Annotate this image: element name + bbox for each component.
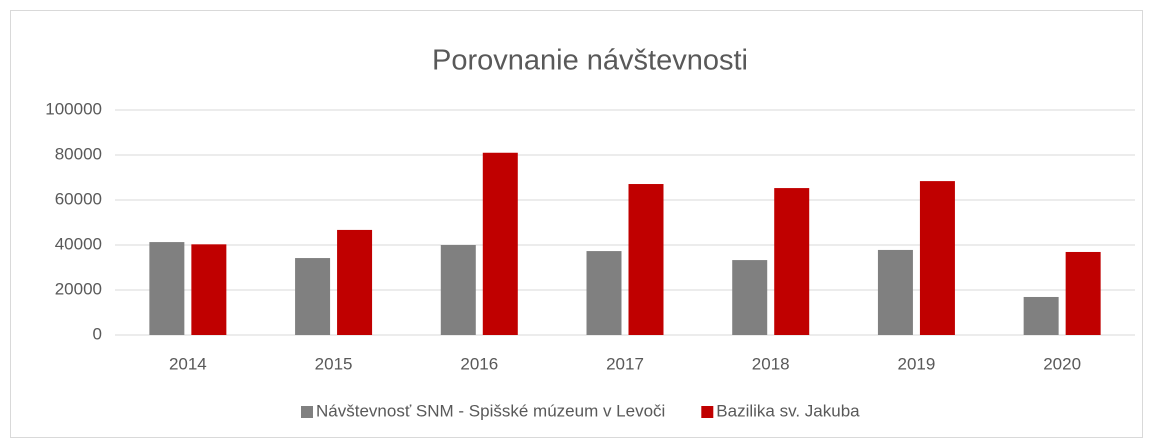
bar [919,181,955,335]
y-tick-label: 80000 [55,144,102,163]
legend-swatch [701,406,714,418]
x-tick-label: 2017 [606,354,644,373]
bar [732,260,768,335]
legend-swatch [301,406,313,418]
bar [586,251,622,335]
bar [440,245,476,335]
x-tick-label: 2020 [1043,354,1081,373]
bar [877,249,913,335]
y-tick-label: 20000 [55,279,102,298]
bar [628,184,664,335]
legend-label: Návštevnosť SNM - Spišské múzeum v Levoč… [316,401,665,420]
bar [482,152,518,335]
legend-label: Bazilika sv. Jakuba [716,401,860,420]
bar [149,242,185,335]
x-tick-label: 2015 [315,354,353,373]
bar [1065,251,1101,335]
bar [1023,296,1059,335]
x-tick-label: 2018 [752,354,790,373]
bar [295,258,331,335]
bar [774,188,810,335]
y-tick-label: 0 [93,324,102,343]
x-tick-label: 2014 [169,354,207,373]
bar [191,244,227,335]
chart-title: Porovnanie návštevnosti [432,45,748,77]
x-tick-label: 2019 [898,354,936,373]
x-tick-label: 2016 [460,354,498,373]
y-tick-label: 40000 [55,234,102,253]
y-tick-label: 60000 [55,189,102,208]
bar [337,229,373,335]
y-tick-label: 100000 [45,99,102,118]
